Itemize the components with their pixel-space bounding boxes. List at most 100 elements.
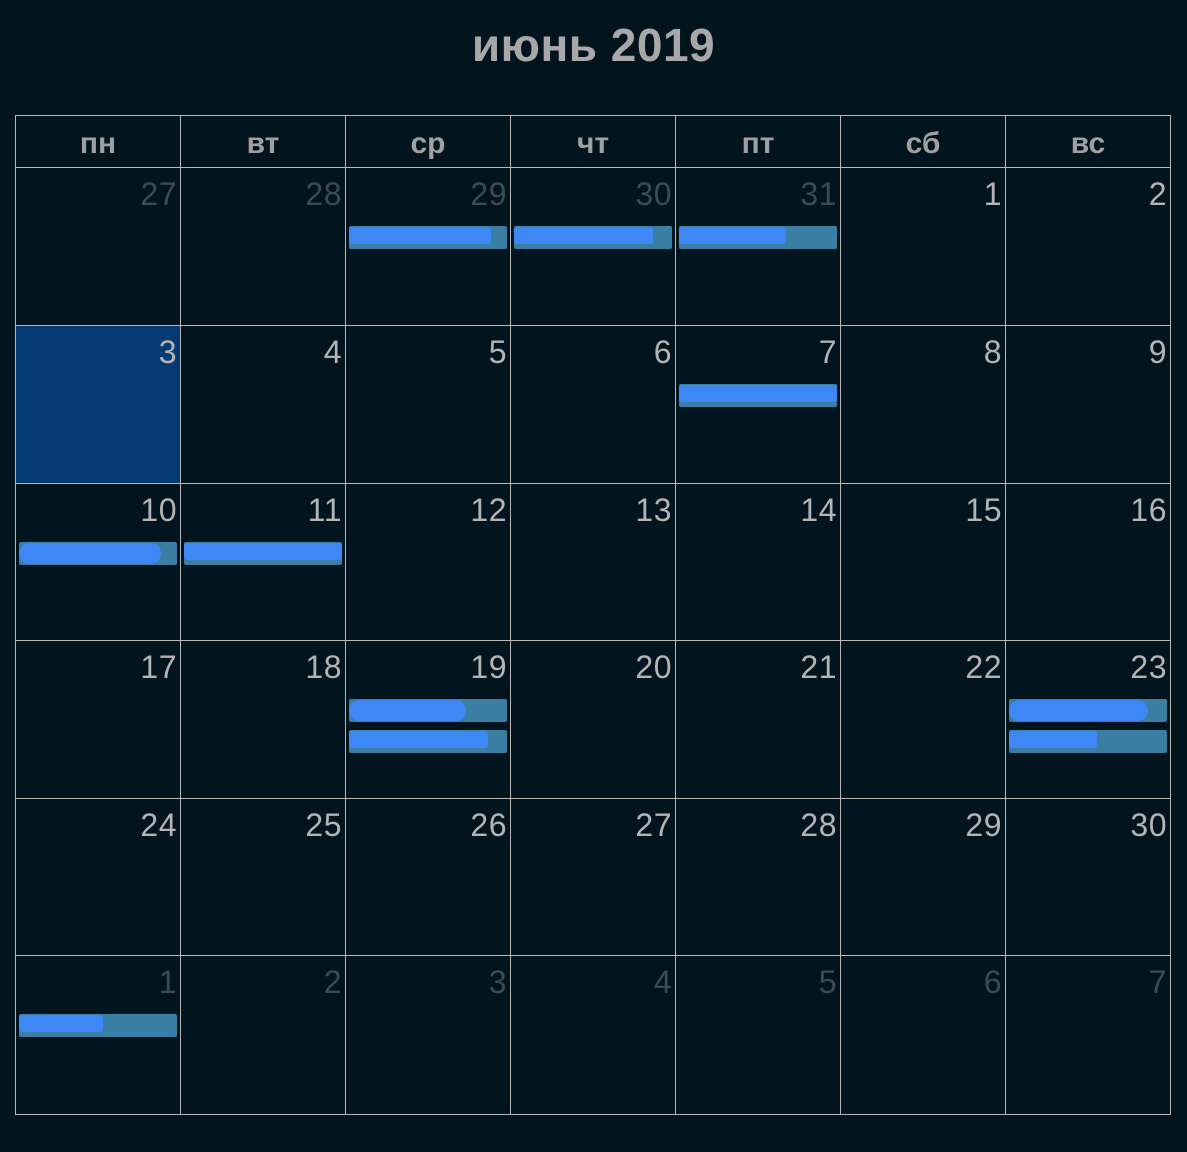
- day-number: 11: [307, 492, 342, 528]
- day-number: 7: [1148, 964, 1167, 1000]
- weekday-header-5: пт: [675, 115, 841, 168]
- day-cell[interactable]: 27: [510, 798, 676, 956]
- day-cell[interactable]: 26: [345, 798, 511, 956]
- day-number: 28: [305, 176, 342, 212]
- month-calendar-grid: пн вт ср чт пт сб вс 27 28 29 30 31 1 2 3 4 5 6 7 8 9 10 11 12…: [15, 115, 1171, 1115]
- day-number: 26: [470, 807, 507, 843]
- day-cell[interactable]: 6: [840, 955, 1006, 1115]
- day-number: 1: [158, 964, 177, 1000]
- day-cell[interactable]: 5: [345, 325, 511, 484]
- day-cell[interactable]: 9: [1005, 325, 1171, 484]
- day-cell[interactable]: 22: [840, 640, 1006, 799]
- calendar-event[interactable]: [1009, 730, 1167, 753]
- day-cell[interactable]: 11: [180, 483, 346, 641]
- calendar-event[interactable]: [19, 542, 177, 565]
- day-cell[interactable]: 1: [15, 955, 181, 1115]
- day-cell[interactable]: 27: [15, 167, 181, 326]
- day-number: 17: [140, 649, 177, 685]
- calendar-event[interactable]: [349, 699, 507, 722]
- weekday-header-1: пн: [15, 115, 181, 168]
- weekday-header-2: вт: [180, 115, 346, 168]
- day-cell[interactable]: 16: [1005, 483, 1171, 641]
- day-cell[interactable]: 4: [180, 325, 346, 484]
- day-cell[interactable]: 2: [1005, 167, 1171, 326]
- event-title-redacted: [1009, 700, 1149, 721]
- day-cell[interactable]: 30: [1005, 798, 1171, 956]
- day-number: 1: [983, 176, 1002, 212]
- calendar-event[interactable]: [1009, 699, 1167, 722]
- calendar-event[interactable]: [679, 384, 837, 407]
- day-number: 10: [140, 492, 177, 528]
- day-number: 13: [635, 492, 672, 528]
- event-title-redacted: [679, 385, 837, 402]
- day-number: 29: [965, 807, 1002, 843]
- day-cell[interactable]: 18: [180, 640, 346, 799]
- calendar-event[interactable]: [184, 542, 342, 565]
- day-cell[interactable]: 17: [15, 640, 181, 799]
- day-number: 28: [800, 807, 837, 843]
- calendar-event[interactable]: [349, 226, 507, 249]
- day-number: 6: [983, 964, 1002, 1000]
- day-cell[interactable]: 5: [675, 955, 841, 1115]
- day-number: 31: [800, 176, 837, 212]
- day-cell[interactable]: 28: [180, 167, 346, 326]
- day-number: 3: [158, 334, 177, 370]
- calendar-event[interactable]: [679, 226, 837, 249]
- calendar-event[interactable]: [19, 1014, 177, 1037]
- day-cell[interactable]: 25: [180, 798, 346, 956]
- day-cell[interactable]: 10: [15, 483, 181, 641]
- day-number: 21: [800, 649, 837, 685]
- day-cell[interactable]: 4: [510, 955, 676, 1115]
- day-cell[interactable]: 29: [840, 798, 1006, 956]
- day-number: 6: [653, 334, 672, 370]
- day-cell[interactable]: 15: [840, 483, 1006, 641]
- day-cell-today[interactable]: 3: [15, 325, 181, 484]
- day-cell[interactable]: 29: [345, 167, 511, 326]
- day-cell[interactable]: 14: [675, 483, 841, 641]
- day-number: 7: [818, 334, 837, 370]
- day-number: 30: [635, 176, 672, 212]
- day-cell[interactable]: 31: [675, 167, 841, 326]
- day-cell[interactable]: 28: [675, 798, 841, 956]
- day-number: 27: [140, 176, 177, 212]
- event-title-redacted: [349, 731, 489, 748]
- weekday-header-7: вс: [1005, 115, 1171, 168]
- day-number: 8: [983, 334, 1002, 370]
- calendar-event[interactable]: [514, 226, 672, 249]
- day-number: 5: [818, 964, 837, 1000]
- day-number: 16: [1130, 492, 1167, 528]
- event-title-redacted: [1009, 731, 1098, 748]
- day-cell[interactable]: 13: [510, 483, 676, 641]
- day-cell[interactable]: 23: [1005, 640, 1171, 799]
- day-number: 9: [1148, 334, 1167, 370]
- day-number: 12: [470, 492, 507, 528]
- day-cell[interactable]: 20: [510, 640, 676, 799]
- day-cell[interactable]: 24: [15, 798, 181, 956]
- day-cell[interactable]: 6: [510, 325, 676, 484]
- day-number: 2: [1148, 176, 1167, 212]
- day-number: 24: [140, 807, 177, 843]
- day-number: 4: [323, 334, 342, 370]
- day-cell[interactable]: 30: [510, 167, 676, 326]
- day-cell[interactable]: 19: [345, 640, 511, 799]
- event-title-redacted: [19, 543, 162, 564]
- event-title-redacted: [679, 227, 787, 244]
- day-cell[interactable]: 1: [840, 167, 1006, 326]
- calendar-event[interactable]: [349, 730, 507, 753]
- day-cell[interactable]: 3: [345, 955, 511, 1115]
- day-cell[interactable]: 7: [1005, 955, 1171, 1115]
- day-cell[interactable]: 21: [675, 640, 841, 799]
- event-title-redacted: [349, 700, 466, 721]
- day-cell[interactable]: 2: [180, 955, 346, 1115]
- day-cell[interactable]: 8: [840, 325, 1006, 484]
- day-number: 3: [488, 964, 507, 1000]
- day-cell[interactable]: 7: [675, 325, 841, 484]
- day-number: 20: [635, 649, 672, 685]
- day-cell[interactable]: 12: [345, 483, 511, 641]
- day-number: 29: [470, 176, 507, 212]
- day-number: 30: [1130, 807, 1167, 843]
- day-number: 18: [305, 649, 342, 685]
- weekday-header-3: ср: [345, 115, 511, 168]
- day-number: 15: [965, 492, 1002, 528]
- day-number: 19: [470, 649, 507, 685]
